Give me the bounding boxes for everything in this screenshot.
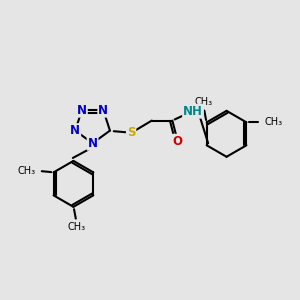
Text: O: O (173, 135, 183, 148)
Text: CH₃: CH₃ (67, 222, 86, 232)
Text: CH₃: CH₃ (18, 166, 36, 176)
Text: CH₃: CH₃ (195, 97, 213, 107)
Text: N: N (77, 104, 87, 117)
Text: NH: NH (183, 105, 203, 118)
Text: N: N (70, 124, 80, 137)
Text: S: S (127, 127, 135, 140)
Text: N: N (88, 137, 98, 150)
Text: CH₃: CH₃ (264, 117, 282, 127)
Text: N: N (98, 104, 108, 117)
